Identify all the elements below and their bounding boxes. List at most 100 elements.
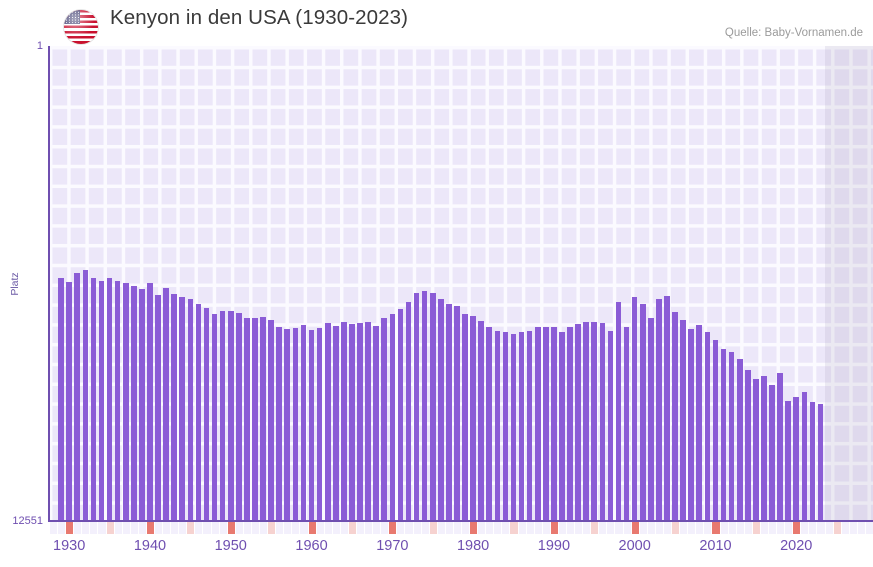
x-tick-separator <box>598 522 600 534</box>
x-tick-separator <box>743 522 745 534</box>
bar <box>155 295 161 521</box>
bar <box>324 323 331 521</box>
x-tick-separator <box>436 522 438 534</box>
y-axis-tick-top: 1 <box>36 40 43 52</box>
x-tick-separator <box>89 522 91 534</box>
x-tick-separator <box>646 522 648 534</box>
bar <box>122 282 129 521</box>
x-tick-separator <box>113 522 115 534</box>
bar <box>648 317 654 521</box>
x-tick-separator <box>364 522 366 534</box>
x-tick-separator <box>170 522 172 534</box>
x-tick-separator <box>428 522 430 534</box>
bar <box>599 322 606 521</box>
bar <box>421 291 428 521</box>
x-tick-major <box>388 522 397 534</box>
x-tick-separator <box>638 522 640 534</box>
bar <box>82 270 89 521</box>
x-tick-minor <box>347 522 356 534</box>
bar <box>510 334 517 521</box>
x-tick-separator <box>469 522 471 534</box>
x-tick-separator <box>145 522 147 534</box>
x-axis-tick-label: 1930 <box>53 538 86 554</box>
bar <box>744 370 751 521</box>
bar <box>429 293 436 521</box>
bar <box>672 312 678 521</box>
x-axis-tick-strip <box>49 522 873 534</box>
x-tick-separator <box>218 522 220 534</box>
bar <box>300 325 307 521</box>
x-tick-separator <box>856 522 858 534</box>
x-axis-tick-label: 2000 <box>618 538 651 554</box>
x-tick-separator <box>210 522 212 534</box>
bar <box>171 293 178 521</box>
x-tick-separator <box>541 522 543 534</box>
x-tick-separator <box>186 522 188 534</box>
x-tick-separator <box>275 522 277 534</box>
x-tick-separator <box>549 522 551 534</box>
bar <box>551 327 557 521</box>
bar <box>526 330 533 521</box>
x-tick-separator <box>654 522 656 534</box>
x-tick-separator <box>679 522 681 534</box>
x-axis-tick-label: 2010 <box>699 538 732 554</box>
x-tick-separator <box>824 522 826 534</box>
x-tick-major <box>226 522 235 534</box>
x-tick-separator <box>372 522 374 534</box>
x-tick-major <box>630 522 639 534</box>
x-tick-minor <box>671 522 680 534</box>
bar <box>437 298 444 521</box>
bar <box>542 326 549 521</box>
x-axis-tick-label: 1940 <box>133 538 167 554</box>
x-axis-tick-label: 1980 <box>456 538 490 554</box>
future-shaded-region <box>824 46 873 521</box>
x-tick-separator <box>517 522 519 534</box>
x-tick-separator <box>767 522 769 534</box>
x-tick-separator <box>57 522 59 534</box>
x-tick-separator <box>662 522 664 534</box>
x-tick-separator <box>703 522 705 534</box>
x-tick-separator <box>501 522 503 534</box>
bar <box>575 323 581 521</box>
x-tick-separator <box>557 522 559 534</box>
x-axis-labels: 1930 1940 1950 1960 1970 1980 1990 2000 2010 2020 <box>0 538 873 562</box>
bar <box>244 317 250 521</box>
x-tick-separator <box>792 522 794 534</box>
x-tick-separator <box>331 522 333 534</box>
x-tick-separator <box>864 522 866 534</box>
bar <box>373 325 379 521</box>
x-tick-separator <box>121 522 123 534</box>
x-tick-separator <box>250 522 252 534</box>
x-tick-separator <box>137 522 139 534</box>
bar <box>704 332 711 521</box>
bar <box>518 332 525 521</box>
x-tick-separator <box>808 522 810 534</box>
x-tick-separator <box>412 522 414 534</box>
flag-gloss <box>64 10 98 44</box>
x-tick-separator <box>105 522 107 534</box>
x-tick-major <box>792 522 801 534</box>
bar <box>219 311 226 521</box>
x-tick-separator <box>81 522 83 534</box>
us-flag-icon <box>64 10 98 44</box>
x-tick-separator <box>671 522 673 534</box>
x-tick-separator <box>840 522 842 534</box>
bar <box>308 330 315 521</box>
x-tick-separator <box>97 522 99 534</box>
bar <box>130 285 137 521</box>
bar <box>478 320 484 521</box>
x-tick-separator <box>606 522 608 534</box>
bar <box>397 308 404 521</box>
bar <box>696 324 703 521</box>
x-tick-separator <box>776 522 778 534</box>
x-tick-separator <box>420 522 422 534</box>
bar <box>615 302 622 521</box>
bar <box>664 296 670 521</box>
bar <box>494 330 501 521</box>
bar <box>227 310 234 521</box>
bar <box>268 319 274 521</box>
bar <box>332 326 339 521</box>
bar <box>639 304 646 521</box>
bar <box>720 348 727 521</box>
